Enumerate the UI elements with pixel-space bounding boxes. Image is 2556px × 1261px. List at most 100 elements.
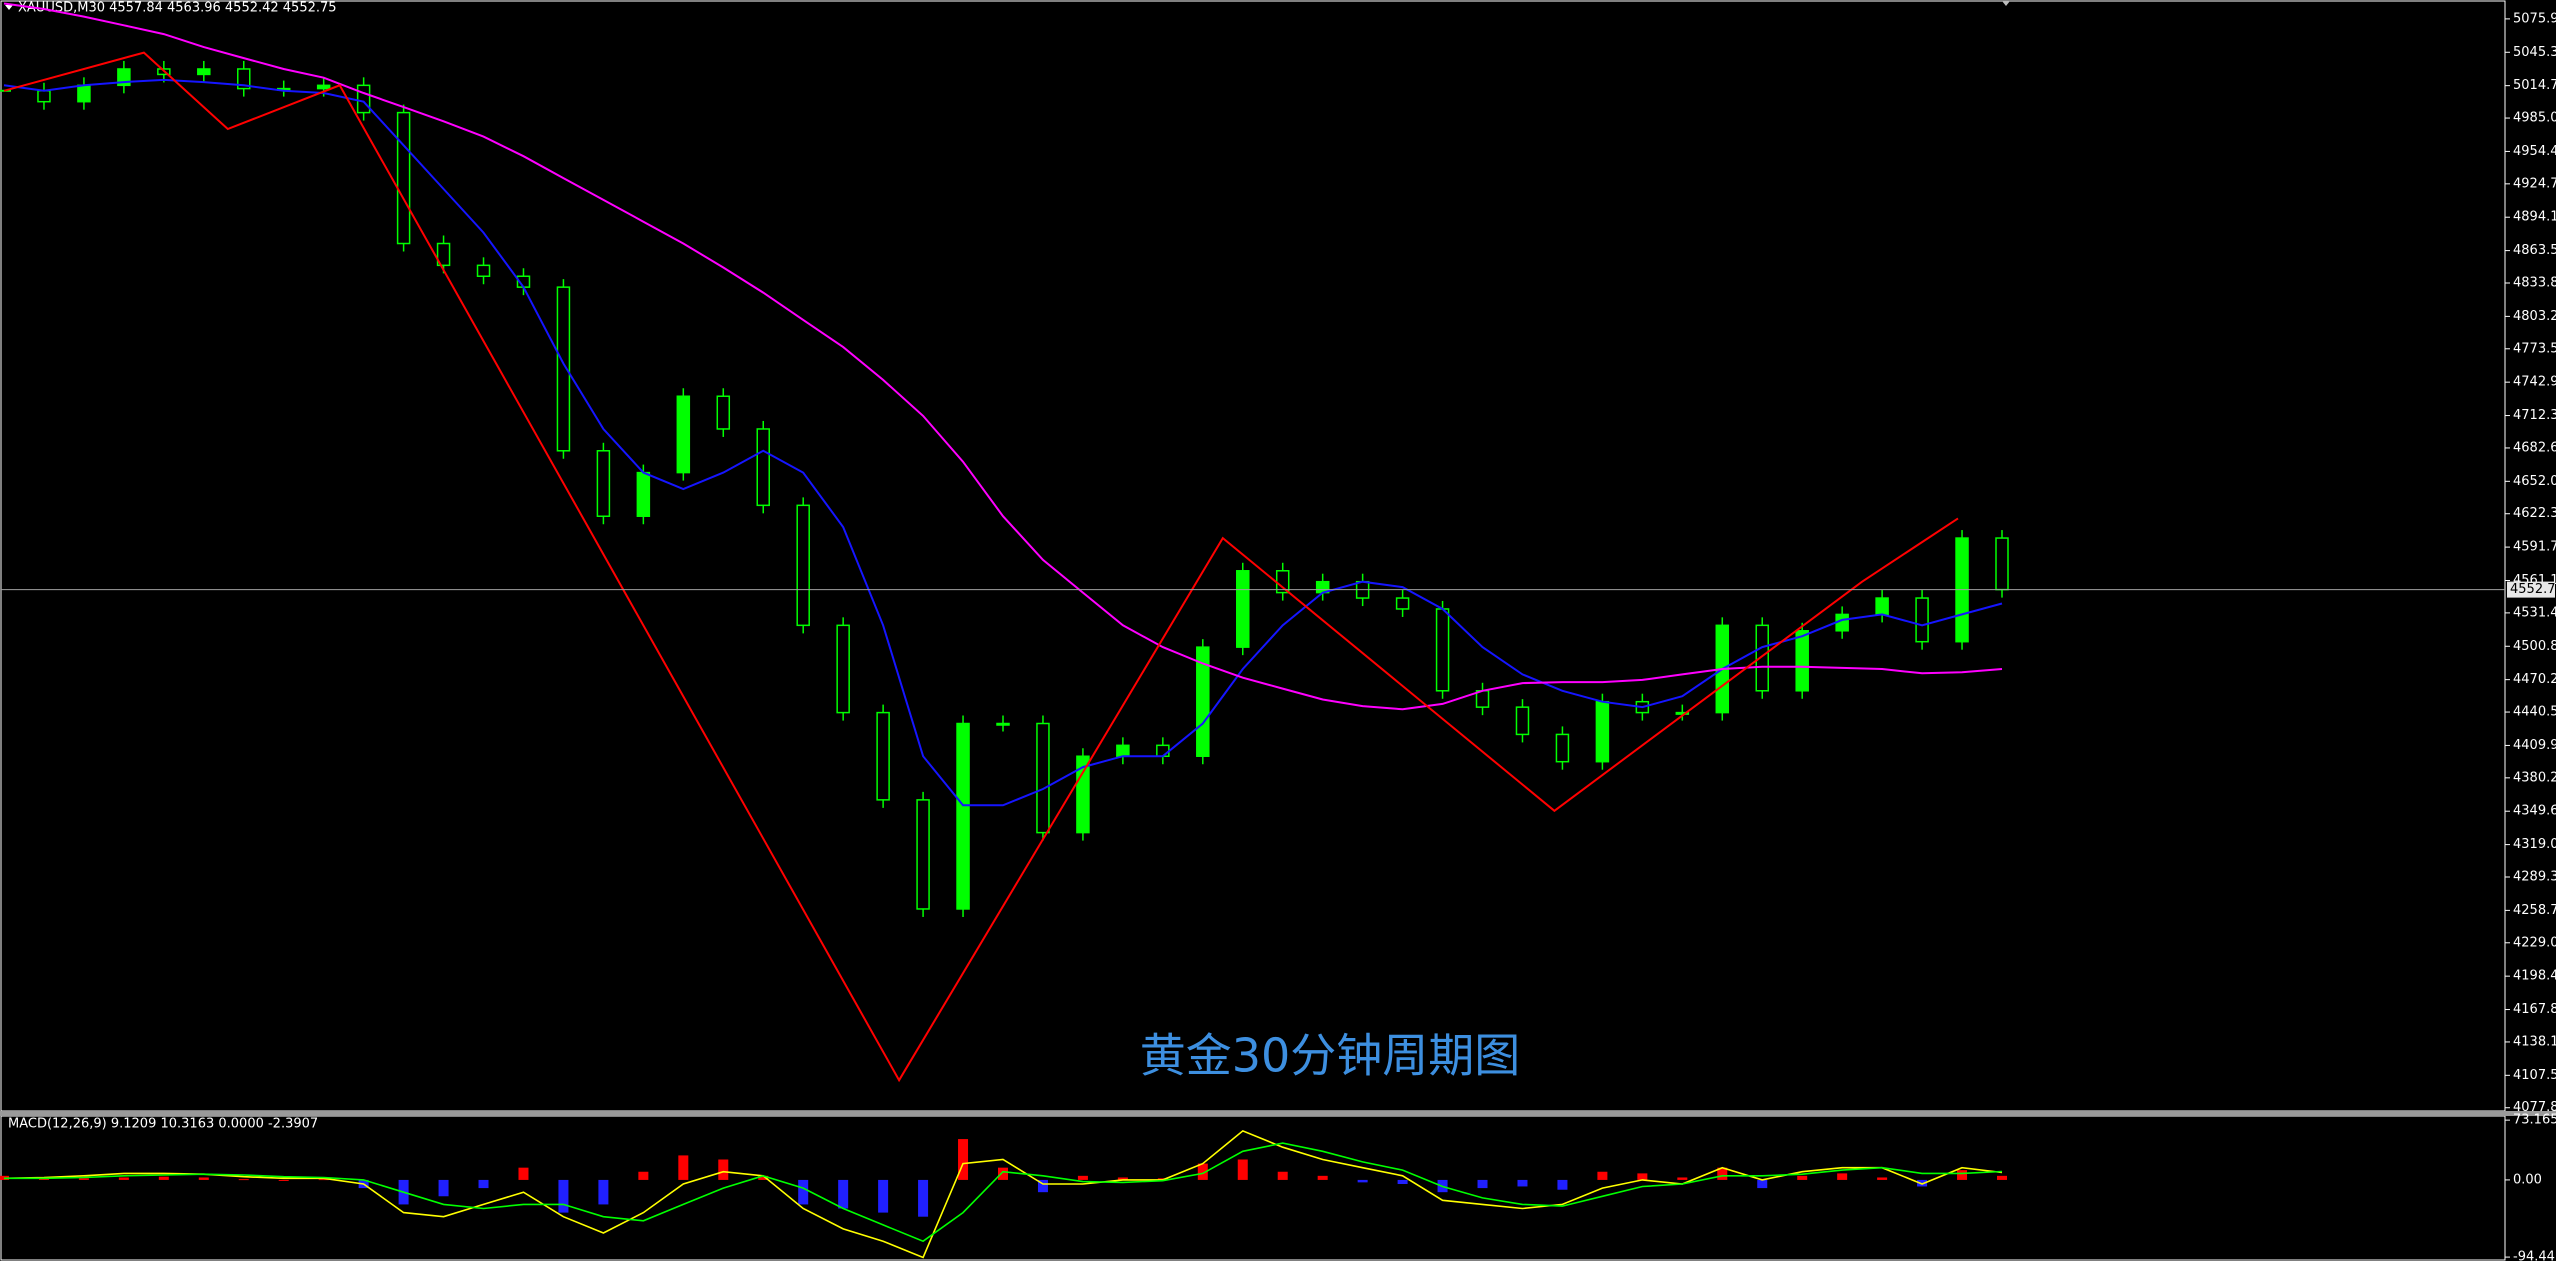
macd-histogram-bar [838,1179,849,1209]
y-tick-label: 73.1651 [2513,1113,2556,1128]
candle [876,711,890,801]
macd-histogram-bar [1517,1179,1528,1187]
y-tick-label: 4470.20 [2513,672,2556,687]
macd-header: MACD(12,26,9) 9.1209 10.3163 0.0000 -2.3… [8,1117,318,1132]
candle [956,722,970,910]
y-tick-label: 4954.40 [2513,144,2556,159]
candle [796,504,810,627]
macd-histogram-bar [1077,1175,1088,1180]
candle [1475,690,1490,708]
y-tick-label: 4167.80 [2513,1002,2556,1017]
y-tick-label: 4894.10 [2513,210,2556,225]
macd-histogram-bar [598,1179,609,1205]
macd-histogram-bar [1397,1179,1408,1185]
candle [356,84,371,114]
macd-histogram-bar [1717,1167,1728,1180]
y-tick-label: 4682.60 [2513,440,2556,455]
symbol-header: XAUUSD,M30 4557.84 4563.96 4552.42 4552.… [18,1,337,16]
y-tick-label: 4258.70 [2513,903,2556,918]
candle [77,84,91,103]
candle [916,799,930,910]
macd-histogram-bar [998,1167,1008,1180]
y-tick-label: 4380.20 [2513,770,2556,785]
menu-arrow[interactable] [5,5,13,10]
macd-histogram-bar [878,1179,889,1213]
candle [1595,700,1610,763]
y-tick-label: 4349.60 [2513,804,2556,819]
y-tick-label: 5075.90 [2513,11,2556,26]
macd-histogram-bar [438,1179,449,1197]
candle [1395,597,1410,610]
macd-histogram-bar [718,1159,729,1180]
macd-histogram-bar [1637,1173,1648,1180]
candle [596,450,611,517]
macd-histogram-bar [198,1177,209,1180]
y-tick-label: 4440.50 [2513,705,2556,720]
macd-histogram-bar [1557,1179,1568,1190]
y-tick-label: 4712.30 [2513,408,2556,423]
candle [1435,608,1450,692]
macd-histogram-bar [1877,1177,1888,1180]
macd-histogram-bar [1757,1179,1768,1189]
candle [1795,630,1809,692]
y-tick-label: 4742.90 [2513,375,2556,390]
candle [556,286,571,452]
macd-histogram-bar [158,1176,169,1180]
candle [676,395,691,474]
macd-histogram-bar [1037,1179,1048,1193]
moving-average-slow [3,2,2003,711]
candle [476,264,491,277]
macd-histogram-bar [638,1171,649,1180]
y-tick-label: 4863.50 [2513,243,2556,258]
zigzag [3,51,1959,1083]
macd-histogram-bar [518,1167,529,1180]
y-tick-label: 4198.40 [2513,969,2556,984]
macd-histogram-bar [1197,1163,1208,1180]
signal-line [4,1142,2003,1243]
y-tick-label: 4833.80 [2513,276,2556,291]
candle [1116,744,1130,757]
y-tick-label: 5045.30 [2513,45,2556,60]
macd-histogram-bar [958,1139,969,1180]
macd-histogram-bar [1837,1173,1848,1180]
macd-histogram-bar [758,1175,769,1180]
y-tick-label: 4138.10 [2513,1034,2556,1049]
candle [1236,570,1250,648]
macd-histogram-bar [78,1178,89,1180]
candle [316,84,331,90]
y-tick-label: 4803.20 [2513,309,2556,324]
macd-histogram-bar [918,1179,929,1217]
candle [1875,597,1889,616]
y-tick-label: 4289.30 [2513,870,2556,885]
candle [1515,706,1530,736]
y-tick-label: 4500.80 [2513,639,2556,654]
candle [396,111,411,245]
y-tick-label: 4077.80 [2513,1100,2556,1115]
macd-histogram-bar [1317,1175,1328,1180]
macd-histogram-bar [1357,1179,1368,1183]
macd-histogram-bar [238,1179,249,1181]
macd-histogram-bar [118,1177,129,1180]
y-tick-label: 5014.70 [2513,78,2556,93]
macd-histogram-bar [278,1179,289,1181]
macd-histogram-bar [1237,1159,1248,1180]
candle [1995,537,2009,591]
watermark: 黄金30分钟周期图 [1140,1029,1521,1083]
y-tick-label: 4531.40 [2513,605,2556,620]
y-tick-label: 4107.50 [2513,1068,2556,1083]
candle [197,68,211,76]
macd-line [3,1129,2003,1259]
current-price-box [2507,581,2555,598]
candle [436,242,451,267]
y-tick-label: 4985.00 [2513,111,2556,126]
y-tick-label: 4622.30 [2513,506,2556,521]
macd-histogram-bar [1957,1170,1968,1180]
candle [237,68,251,90]
macd-histogram-bar [1477,1179,1488,1189]
candle [1755,624,1769,692]
candle [1196,646,1210,757]
y-tick-label: 4773.50 [2513,341,2556,356]
